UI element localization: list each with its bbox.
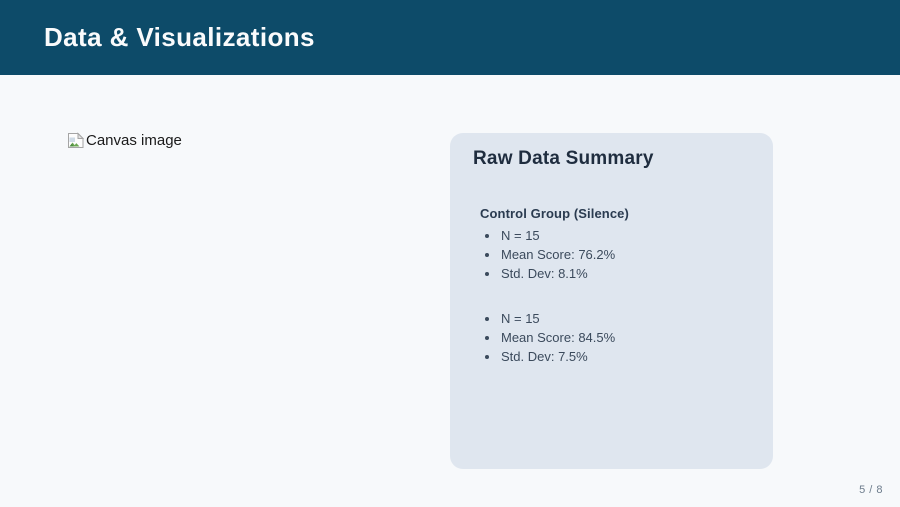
list-item: N = 15 — [480, 226, 749, 245]
page-indicator: 5 / 8 — [859, 484, 883, 496]
list-item: Mean Score: 84.5% — [480, 328, 749, 347]
canvas-image-alt-text: Canvas image — [86, 132, 182, 149]
list-item: Mean Score: 76.2% — [480, 245, 749, 264]
list-item: N = 15 — [480, 309, 749, 328]
slide-header: Data & Visualizations — [0, 0, 900, 75]
list-item: Std. Dev: 8.1% — [480, 264, 749, 283]
group-stat-list: N = 15 Mean Score: 76.2% Std. Dev: 8.1% — [480, 226, 749, 283]
canvas-image-placeholder: Canvas image — [66, 131, 182, 150]
list-item: Std. Dev: 7.5% — [480, 347, 749, 366]
group-stat-list: N = 15 Mean Score: 84.5% Std. Dev: 7.5% — [480, 309, 749, 366]
page-title: Data & Visualizations — [44, 22, 315, 52]
card-title: Raw Data Summary — [473, 148, 654, 169]
second-group-section: N = 15 Mean Score: 84.5% Std. Dev: 7.5% — [480, 309, 749, 366]
group-label: Control Group (Silence) — [480, 206, 629, 221]
broken-image-icon — [66, 131, 86, 150]
raw-data-summary-card: Raw Data Summary Control Group (Silence)… — [450, 133, 773, 469]
control-group-section: Control Group (Silence) N = 15 Mean Scor… — [480, 206, 749, 283]
